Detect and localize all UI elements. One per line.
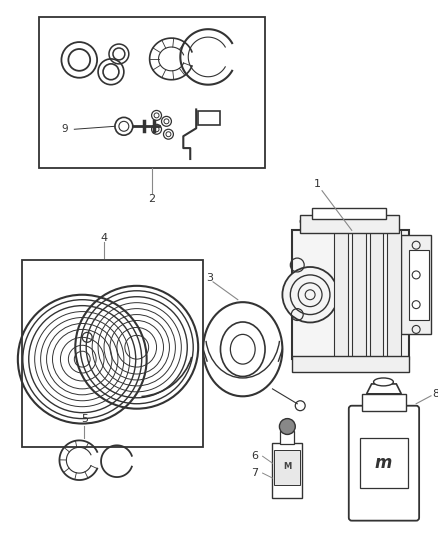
Bar [280,432,294,445]
Text: 6: 6 [251,451,258,461]
Bar [352,230,366,359]
Text: 3: 3 [207,273,214,283]
Bar [39,17,265,168]
Bar [22,260,203,447]
Bar [362,394,406,410]
Bar [409,250,429,319]
Text: 1: 1 [314,179,321,189]
Bar [388,230,401,359]
Text: 9: 9 [61,124,68,134]
Bar [292,356,409,372]
Bar [401,235,431,334]
Circle shape [279,418,295,434]
Text: 7: 7 [251,468,258,478]
Bar [334,230,348,359]
Polygon shape [367,384,401,394]
Circle shape [283,267,338,322]
Bar [370,230,383,359]
Bar [360,439,408,488]
Text: m: m [375,454,392,472]
Bar [300,215,399,233]
Bar [275,450,300,485]
Bar [312,207,386,220]
Bar [272,443,302,498]
Text: 8: 8 [432,389,438,399]
FancyBboxPatch shape [349,406,419,521]
Text: 4: 4 [100,233,108,243]
Ellipse shape [374,378,393,386]
Bar [292,230,409,359]
Text: M: M [283,462,291,471]
Text: 5: 5 [81,414,88,424]
Text: 2: 2 [148,193,155,204]
Bar [198,111,220,125]
